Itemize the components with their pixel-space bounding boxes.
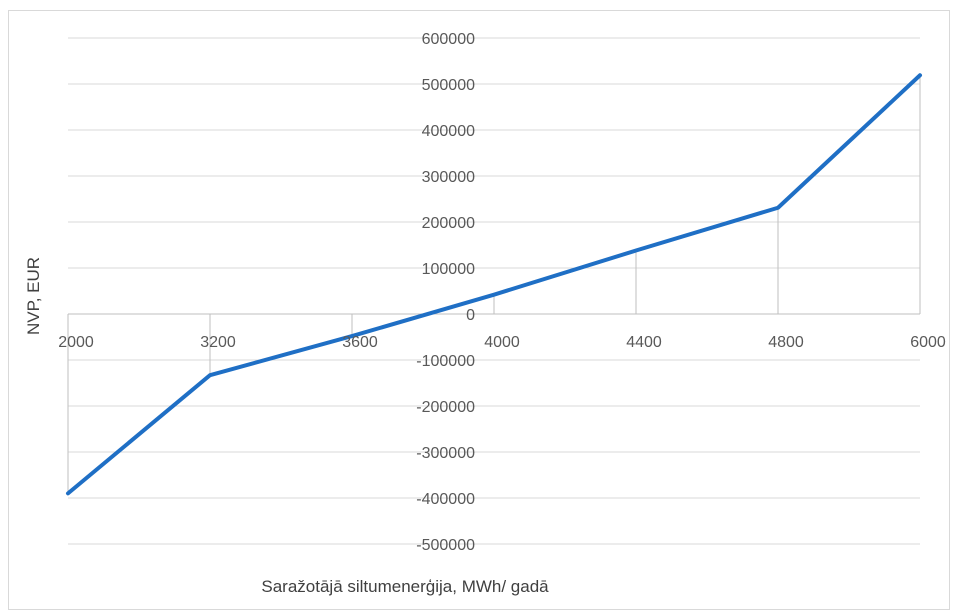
y-tick-label: -500000: [416, 537, 475, 554]
y-tick-label: 300000: [422, 169, 475, 186]
y-tick-label: -100000: [416, 353, 475, 370]
y-tick-label: 400000: [422, 123, 475, 140]
x-tick-labels: 2000 3200 3600 4000 4400 4800 6000: [58, 334, 946, 351]
x-tick-label: 4400: [626, 334, 662, 351]
y-tick-label: 100000: [422, 261, 475, 278]
x-tick-label: 4800: [768, 334, 804, 351]
y-tick-label: 500000: [422, 77, 475, 94]
x-tick-label: 4000: [484, 334, 520, 351]
y-axis-title: NVP, EUR: [24, 257, 43, 335]
x-tick-label: 6000: [910, 334, 946, 351]
grid-lines: [68, 37, 920, 545]
series-line: [66, 73, 922, 496]
y-tick-label: -400000: [416, 491, 475, 508]
x-tick-label: 3200: [200, 334, 236, 351]
chart-frame: [8, 10, 950, 610]
y-tick-label: -300000: [416, 445, 475, 462]
series-lines: [66, 73, 922, 496]
y-tick-labels: 600000 500000 400000 300000 200000 100000 0 -10…: [416, 31, 475, 554]
x-tick-label: 2000: [58, 334, 94, 351]
y-tick-label: 0: [466, 307, 475, 324]
drop-lines: [67, 75, 921, 494]
x-tick-label: 3600: [342, 334, 378, 351]
y-tick-label: 600000: [422, 31, 475, 48]
y-tick-label: -200000: [416, 399, 475, 416]
y-tick-label: 200000: [422, 215, 475, 232]
x-axis-title: Saražotājā siltumenerģija, MWh/ gadā: [261, 577, 549, 596]
